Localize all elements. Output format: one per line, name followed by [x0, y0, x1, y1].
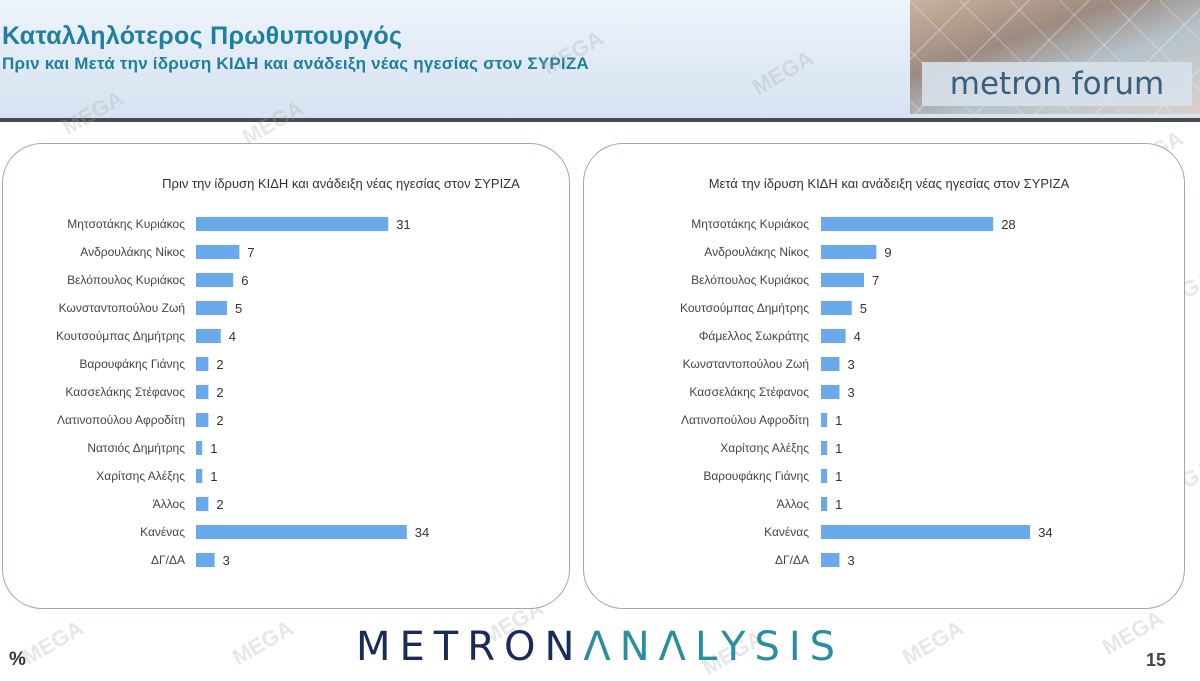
category-label: Κουτσούμπας Δημήτρης [680, 301, 809, 315]
bar [821, 217, 994, 231]
category-label: Μητσοτάκης Κυριάκος [691, 217, 809, 231]
data-label: 2 [216, 357, 223, 372]
chart-title: Μετά την ίδρυση ΚΙΔΗ και ανάδειξη νέας η… [709, 176, 1070, 191]
bar [196, 441, 203, 455]
bar [821, 469, 828, 483]
category-label: Κανένας [140, 525, 185, 539]
bar [196, 245, 240, 259]
bar [196, 469, 203, 483]
data-label: 9 [884, 245, 891, 260]
category-label: Ανδρουλάκης Νίκος [80, 245, 185, 259]
bar-chart-after: Μετά την ίδρυση ΚΙΔΗ και ανάδειξη νέας η… [680, 176, 1070, 568]
category-label: Κουτσούμπας Δημήτρης [56, 329, 185, 343]
metron-analysis-logo: METRONΛNΛLYSIS [0, 624, 1200, 670]
data-label: 1 [210, 469, 217, 484]
category-label: Κασσελάκης Στέφανος [65, 385, 185, 399]
data-label: 1 [835, 497, 842, 512]
bar [821, 441, 828, 455]
logo-part-metron: METRON [355, 624, 584, 670]
data-label: 2 [216, 497, 223, 512]
data-label: 3 [847, 553, 854, 568]
data-label: 1 [835, 469, 842, 484]
bar [196, 385, 209, 399]
bar [196, 413, 209, 427]
data-label: 5 [235, 301, 242, 316]
bar [821, 553, 840, 567]
category-label: Λατινοπούλου Αφροδίτη [681, 413, 809, 427]
category-label: Νατσιός Δημήτρης [87, 441, 185, 455]
category-label: Άλλος [777, 497, 810, 511]
category-label: Φάμελλος Σωκράτης [699, 329, 809, 343]
category-label: Ανδρουλάκης Νίκος [704, 245, 809, 259]
bar [821, 329, 846, 343]
data-label: 7 [247, 245, 254, 260]
data-label: 7 [872, 273, 879, 288]
slide-header: Καταλληλότερος Πρωθυπουργός Πριν και Μετ… [0, 0, 1200, 122]
category-label: Βελόπουλος Κυριάκος [67, 273, 185, 287]
bar [196, 497, 209, 511]
category-label: ΔΓ/ΔΑ [151, 553, 185, 567]
data-label: 28 [1001, 217, 1015, 232]
data-label: 34 [1038, 525, 1052, 540]
metron-forum-logo: metron forum 2.0 [910, 0, 1200, 114]
bar [821, 273, 865, 287]
data-label: 5 [860, 301, 867, 316]
data-label: 6 [241, 273, 248, 288]
category-label: Χαρίτσης Αλέξης [96, 469, 185, 483]
unit-label: % [9, 649, 26, 670]
chart-panel-after: Μετά την ίδρυση ΚΙΔΗ και ανάδειξη νέας η… [583, 143, 1185, 609]
bar [821, 385, 840, 399]
data-label: 3 [847, 385, 854, 400]
data-label: 34 [415, 525, 429, 540]
category-label: Βελόπουλος Κυριάκος [691, 273, 809, 287]
data-label: 31 [396, 217, 410, 232]
category-label: Μητσοτάκης Κυριάκος [67, 217, 185, 231]
data-label: 1 [210, 441, 217, 456]
logo-part-analysis: ΛNΛLYSIS [583, 624, 845, 670]
category-label: Βαρουφάκης Γιάνης [703, 469, 809, 483]
data-label: 4 [229, 329, 236, 344]
bar [196, 273, 234, 287]
data-label: 4 [854, 329, 861, 344]
bar [821, 301, 852, 315]
bar [821, 497, 828, 511]
bar [196, 553, 215, 567]
category-label: Κωνσταντοπούλου Ζωή [59, 301, 185, 315]
data-label: 3 [847, 357, 854, 372]
bar-chart-before: Πριν την ίδρυση ΚΙΔΗ και ανάδειξη νέας η… [56, 176, 520, 568]
page-number: 15 [1146, 650, 1167, 670]
category-label: Κωνσταντοπούλου Ζωή [683, 357, 809, 371]
category-label: Κανένας [764, 525, 809, 539]
bar [821, 245, 877, 259]
category-label: Βαρουφάκης Γιάνης [79, 357, 185, 371]
category-label: Λατινοπούλου Αφροδίτη [57, 413, 185, 427]
data-label: 3 [223, 553, 230, 568]
metron-forum-logo-text: metron forum 2.0 [922, 62, 1192, 114]
data-label: 1 [835, 413, 842, 428]
category-label: Άλλος [153, 497, 186, 511]
chart-panel-before: Πριν την ίδρυση ΚΙΔΗ και ανάδειξη νέας η… [2, 143, 570, 609]
bar [821, 357, 840, 371]
bar [196, 329, 221, 343]
category-label: ΔΓ/ΔΑ [775, 553, 809, 567]
slide-title: Καταλληλότερος Πρωθυπουργός [2, 22, 403, 50]
bar [196, 217, 389, 231]
chart-title: Πριν την ίδρυση ΚΙΔΗ και ανάδειξη νέας η… [162, 176, 520, 191]
category-label: Κασσελάκης Στέφανος [689, 385, 809, 399]
bar [196, 357, 209, 371]
bar [821, 525, 1031, 539]
data-label: 2 [216, 413, 223, 428]
data-label: 1 [835, 441, 842, 456]
bar [821, 413, 828, 427]
bar [196, 525, 407, 539]
category-label: Χαρίτσης Αλέξης [720, 441, 809, 455]
slide-subtitle: Πριν και Μετά την ίδρυση ΚΙΔΗ και ανάδει… [2, 54, 589, 73]
bar [196, 301, 227, 315]
data-label: 2 [216, 385, 223, 400]
